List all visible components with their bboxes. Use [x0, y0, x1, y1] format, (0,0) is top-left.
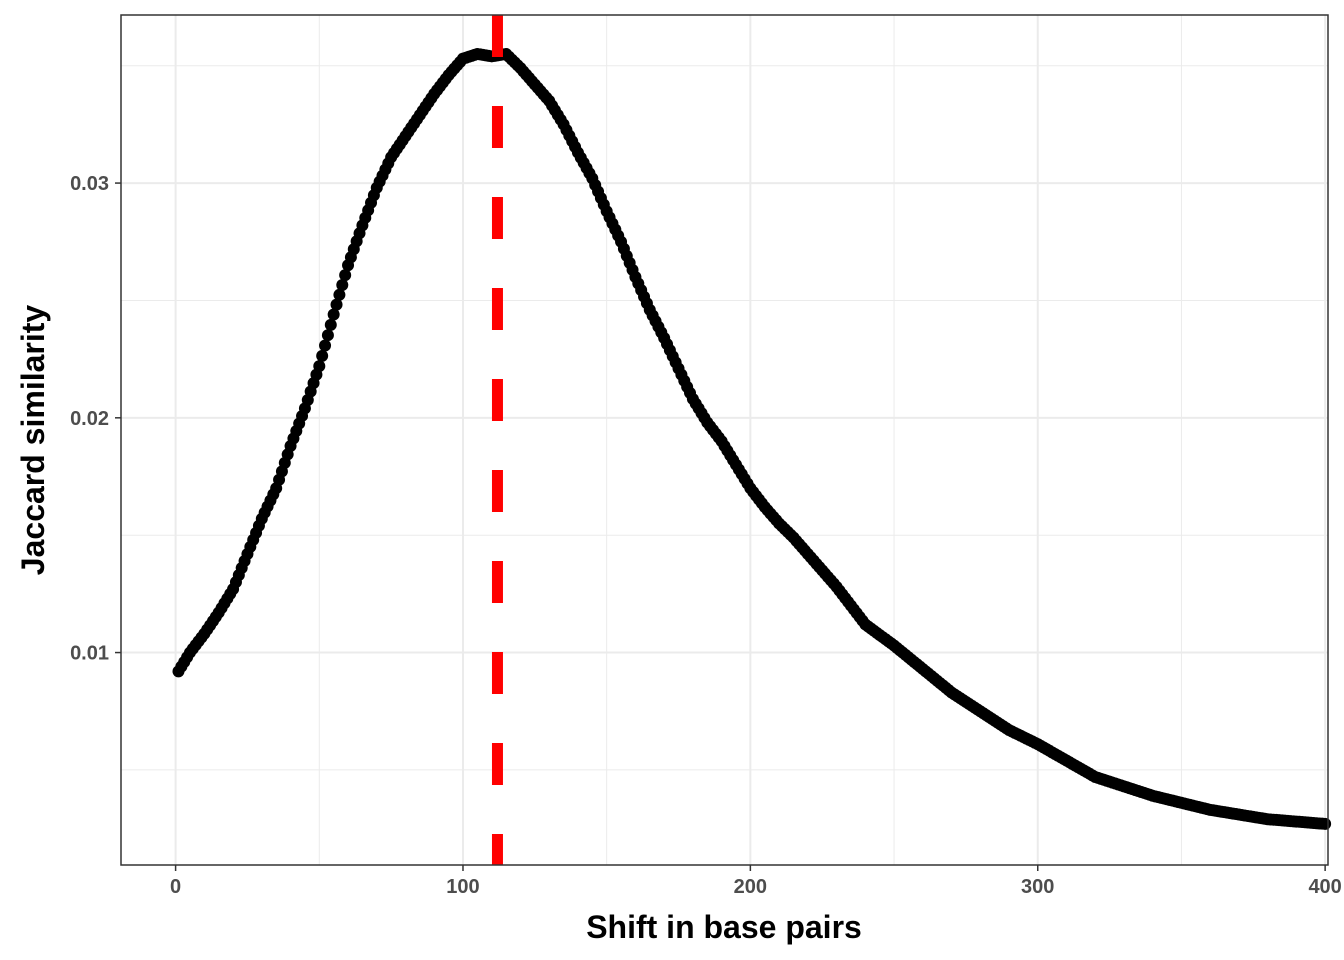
x-tick-label: 0: [170, 876, 181, 898]
plot-border: [120, 14, 1329, 866]
data-point: [319, 339, 332, 352]
data-point: [1319, 817, 1332, 830]
data-point: [330, 298, 343, 311]
y-axis: 0.01 0.02 0.03: [70, 173, 121, 665]
x-axis: 0 100 200 300 400: [170, 865, 1342, 898]
grid-lines: [121, 15, 1328, 865]
x-tick-label: 400: [1308, 876, 1341, 898]
x-tick-label: 200: [734, 876, 767, 898]
y-tick-label: 0.02: [70, 408, 109, 430]
data-point: [316, 349, 329, 362]
x-tick-label: 300: [1021, 876, 1054, 898]
y-tick-label: 0.03: [70, 173, 109, 195]
data-point: [313, 360, 326, 373]
data-points: [172, 47, 1332, 830]
y-axis-title: Jaccard similarity: [15, 305, 51, 576]
x-tick-label: 100: [446, 876, 479, 898]
y-tick-label: 0.01: [70, 643, 109, 665]
x-axis-title: Shift in base pairs: [586, 909, 862, 945]
data-point: [321, 329, 334, 342]
data-point: [327, 308, 340, 321]
data-point: [336, 278, 349, 291]
data-point: [333, 288, 346, 301]
data-point: [324, 318, 337, 331]
data-point: [339, 269, 352, 282]
